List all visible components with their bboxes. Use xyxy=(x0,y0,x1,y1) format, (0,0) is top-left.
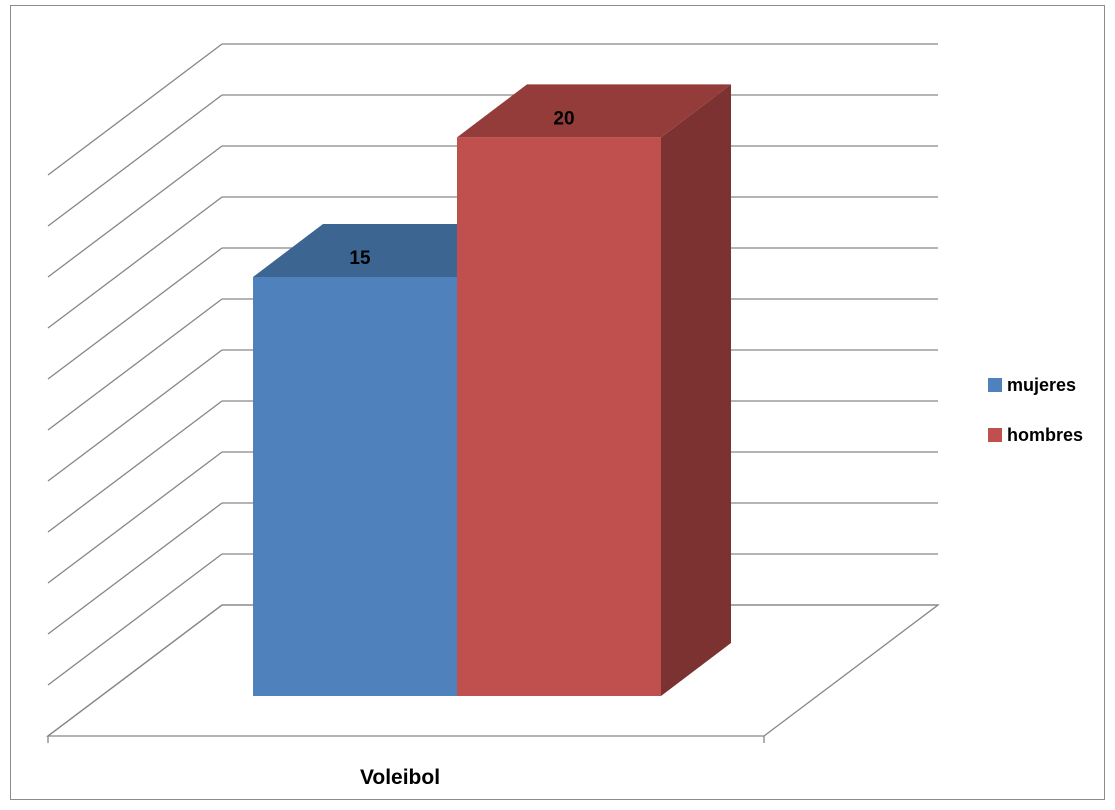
bars xyxy=(253,84,731,697)
legend: mujeres hombres xyxy=(988,375,1083,445)
bar-hombres xyxy=(457,84,731,697)
data-label-hombres: 20 xyxy=(553,108,574,129)
gridline-side xyxy=(47,502,223,635)
gridline-side xyxy=(47,145,223,278)
category-axis xyxy=(47,736,765,743)
gridline-side xyxy=(47,349,223,482)
gridline-side xyxy=(47,400,223,533)
legend-label-hombres: hombres xyxy=(1007,425,1083,445)
legend-label-mujeres: mujeres xyxy=(1007,375,1076,395)
bar-top-hombres xyxy=(457,84,731,138)
gridline-side xyxy=(47,451,223,584)
legend-swatch-mujeres xyxy=(988,378,1002,392)
bar-side-hombres xyxy=(661,84,731,697)
gridline-side xyxy=(47,196,223,329)
gridline-side xyxy=(47,43,223,176)
legend-swatch-hombres xyxy=(988,428,1002,442)
gridline-side xyxy=(47,553,223,686)
gridline-side xyxy=(47,298,223,431)
bar-front-hombres xyxy=(457,137,661,697)
bar-front-mujeres xyxy=(253,277,457,696)
category-label-voleibol: Voleibol xyxy=(360,766,440,789)
gridline-side xyxy=(47,94,223,227)
gridline-side xyxy=(47,247,223,380)
data-label-mujeres: 15 xyxy=(349,248,371,269)
